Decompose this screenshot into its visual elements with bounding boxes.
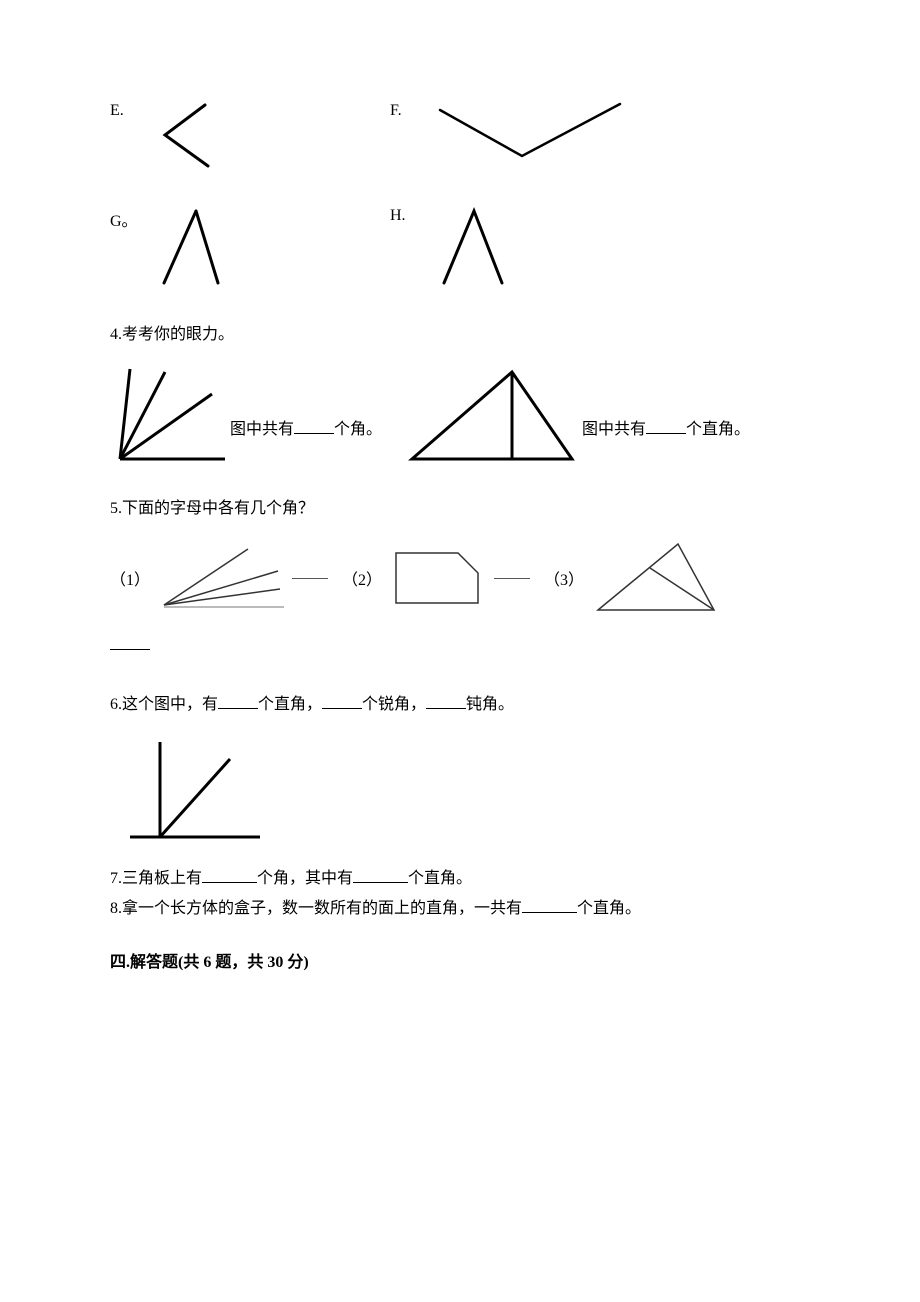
option-h-figure <box>430 205 530 290</box>
q8-a: 8.拿一个长方体的盒子，数一数所有的面上的直角，一共有 <box>110 900 522 917</box>
q7-text: 7.三角板上有 个角，其中有 个直角。 <box>110 864 810 888</box>
option-g-label: G。 <box>110 205 150 231</box>
q8-text: 8.拿一个长方体的盒子，数一数所有的面上的直角，一共有 个直角。 <box>110 894 810 918</box>
section-4-header: 四.解答题(共 6 题，共 30 分) <box>110 948 810 972</box>
option-f-label: F. <box>390 100 430 120</box>
q5-blank-1[interactable] <box>292 577 328 579</box>
q8-b: 个直角。 <box>577 900 641 917</box>
q4-text2a: 图中共有 <box>582 421 646 438</box>
q6-blank-2[interactable] <box>322 692 362 709</box>
q7-blank-1[interactable] <box>202 866 257 883</box>
q5-title: 5.下面的字母中各有几个角？ <box>110 494 810 518</box>
q6-figure <box>120 734 810 844</box>
q4-text-1: 图中共有 个角。 <box>230 415 382 464</box>
q5-n1: （1） <box>110 566 150 590</box>
option-row-ef: E. F. <box>110 100 810 175</box>
q4-text1a: 图中共有 <box>230 421 294 438</box>
option-g-figure <box>150 205 250 290</box>
option-h-label: H. <box>390 205 430 225</box>
q6-blank-1[interactable] <box>218 692 258 709</box>
q5-n3: （3） <box>544 566 584 590</box>
option-f-figure <box>430 100 630 175</box>
q5-figure-3 <box>590 538 720 618</box>
q4-figure-1 <box>110 364 230 464</box>
option-e-figure <box>150 100 250 175</box>
q6-c: 个锐角， <box>362 696 426 713</box>
q5-figure-1 <box>156 543 286 613</box>
q8-blank-1[interactable] <box>522 896 577 913</box>
q4-blank-2[interactable] <box>646 417 686 434</box>
option-row-gh: G。 H. <box>110 205 810 290</box>
q6-b: 个直角， <box>258 696 322 713</box>
q4-title: 4.考考你的眼力。 <box>110 320 810 344</box>
q5-n2: （2） <box>342 566 382 590</box>
q6-blank-3[interactable] <box>426 692 466 709</box>
q4-figures-row: 图中共有 个角。 图中共有 个直角。 <box>110 364 810 464</box>
q7-blank-2[interactable] <box>353 866 408 883</box>
q6-a: 6.这个图中，有 <box>110 696 218 713</box>
q6-text: 6.这个图中，有 个直角， 个锐角， 钝角。 <box>110 690 810 714</box>
q4-text2b: 个直角。 <box>686 421 750 438</box>
q4-text1b: 个角。 <box>334 421 382 438</box>
q5-figure-2 <box>388 543 488 613</box>
q6-d: 钝角。 <box>466 696 514 713</box>
option-e-label: E. <box>110 100 150 120</box>
q5-blank-3[interactable] <box>110 648 150 650</box>
q7-c: 个直角。 <box>408 870 472 887</box>
q5-figures-row: （1） （2） （3） <box>110 538 810 618</box>
q7-b: 个角，其中有 <box>257 870 353 887</box>
q4-blank-1[interactable] <box>294 417 334 434</box>
q4-figure-2 <box>402 364 582 464</box>
q5-blank-2[interactable] <box>494 577 530 579</box>
q4-text-2: 图中共有 个直角。 <box>582 415 750 464</box>
q7-a: 7.三角板上有 <box>110 870 202 887</box>
